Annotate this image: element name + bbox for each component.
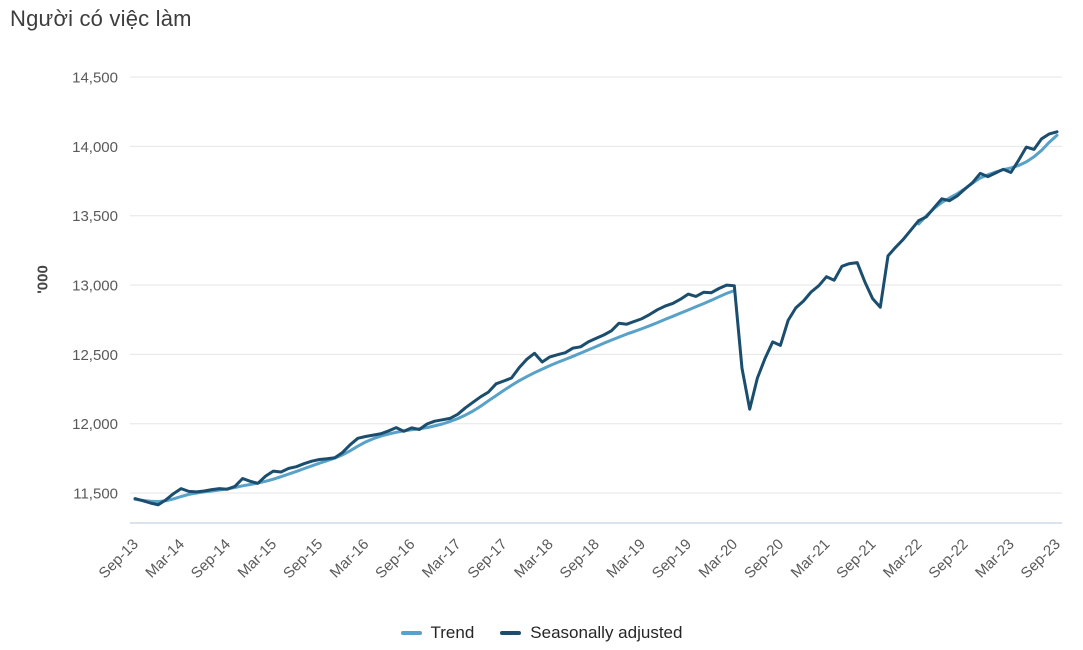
x-tick-label: Mar-15: [235, 536, 281, 582]
chart-legend: Trend Seasonally adjusted: [0, 620, 1083, 646]
y-tick-label: 14,500: [72, 70, 118, 87]
trend-line: [917, 133, 1059, 226]
y-tick-label: 13,500: [72, 208, 118, 225]
x-tick-label: Mar-14: [142, 536, 188, 582]
x-tick-label: Sep-23: [1018, 536, 1064, 582]
y-tick-label: 13,000: [72, 278, 118, 295]
x-tick-label: Mar-19: [603, 536, 649, 582]
x-tick-label: Sep-19: [649, 536, 695, 582]
y-tick-label: 12,500: [72, 347, 118, 364]
x-tick-label: Mar-17: [419, 536, 465, 582]
legend-item-trend[interactable]: Trend: [400, 623, 475, 643]
x-tick-label: Sep-14: [188, 536, 234, 582]
seasonally-adjusted-line: [133, 130, 1059, 507]
x-tick-label: Sep-16: [372, 536, 418, 582]
y-tick-label: 12,000: [72, 416, 118, 433]
x-tick-label: Mar-16: [327, 536, 373, 582]
x-tick-label: Mar-22: [880, 536, 926, 582]
x-tick-label: Mar-18: [511, 536, 557, 582]
x-tick-label: Sep-15: [280, 536, 326, 582]
x-tick-label: Mar-21: [788, 536, 834, 582]
x-tick-label: Sep-20: [741, 536, 787, 582]
x-tick-label: Sep-17: [464, 536, 510, 582]
legend-item-seasonally-adjusted[interactable]: Seasonally adjusted: [500, 623, 682, 643]
x-tick-label: Mar-20: [696, 536, 742, 582]
chart-title: Người có việc làm: [10, 6, 192, 31]
trend-line-swatch: [400, 631, 422, 635]
x-tick-label: Sep-22: [925, 536, 971, 582]
x-tick-label: Mar-23: [972, 536, 1018, 582]
seasonally-adjusted-line-swatch: [500, 631, 522, 635]
y-tick-label: 11,500: [73, 486, 118, 503]
x-tick-label: Sep-13: [96, 536, 142, 582]
legend-label-trend: Trend: [430, 623, 475, 642]
legend-label-seasonally-adjusted: Seasonally adjusted: [530, 623, 683, 642]
x-tick-label: Sep-21: [833, 536, 879, 582]
y-tick-label: 14,000: [72, 139, 118, 156]
trend-line: [133, 289, 736, 504]
x-tick-label: Sep-18: [557, 536, 603, 582]
